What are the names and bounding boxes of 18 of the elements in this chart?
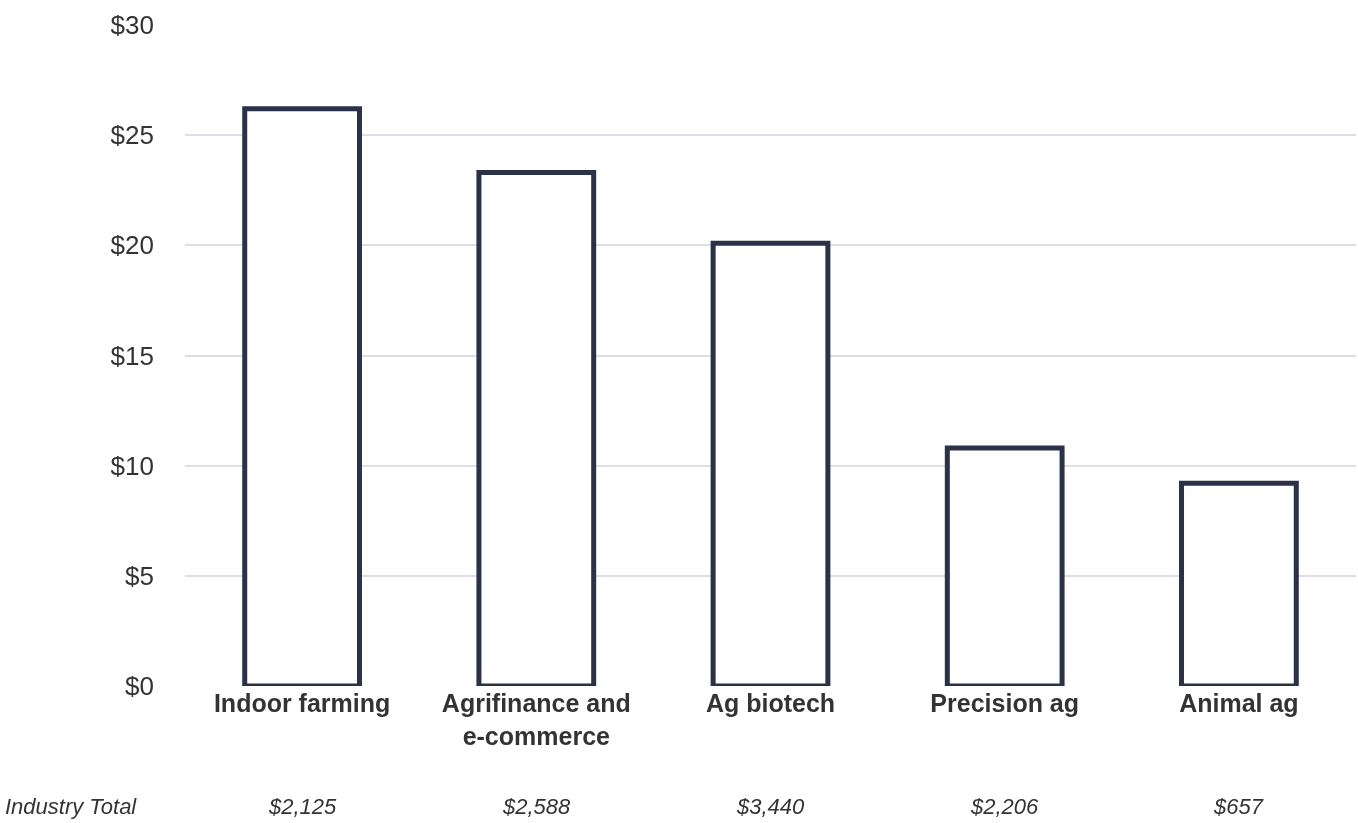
text: $3,440 xyxy=(736,794,806,819)
text: Industry Total xyxy=(5,794,138,819)
y-tick-label: $30 xyxy=(110,10,154,41)
y-tick-label: $0 xyxy=(125,671,154,702)
x-tick-label: Indoor farming xyxy=(213,689,391,717)
y-tick-label: $15 xyxy=(110,340,154,371)
y-tick-label: $5 xyxy=(125,560,154,591)
y-tick-label: $10 xyxy=(110,450,154,481)
text: $2,206 xyxy=(970,794,1040,819)
x-tick-label: Animal ag xyxy=(1179,689,1299,717)
text: $657 xyxy=(1213,794,1264,819)
x-tick-label: Precision ag xyxy=(930,689,1080,717)
x-tick-label: Ag biotech xyxy=(705,689,836,717)
x-tick-label: Agrifinance and e-commerce xyxy=(441,689,631,750)
text: $2,588 xyxy=(502,794,572,819)
y-tick-label: $20 xyxy=(110,230,154,261)
text: $2,125 xyxy=(268,794,338,819)
y-tick-label: $25 xyxy=(110,120,154,151)
